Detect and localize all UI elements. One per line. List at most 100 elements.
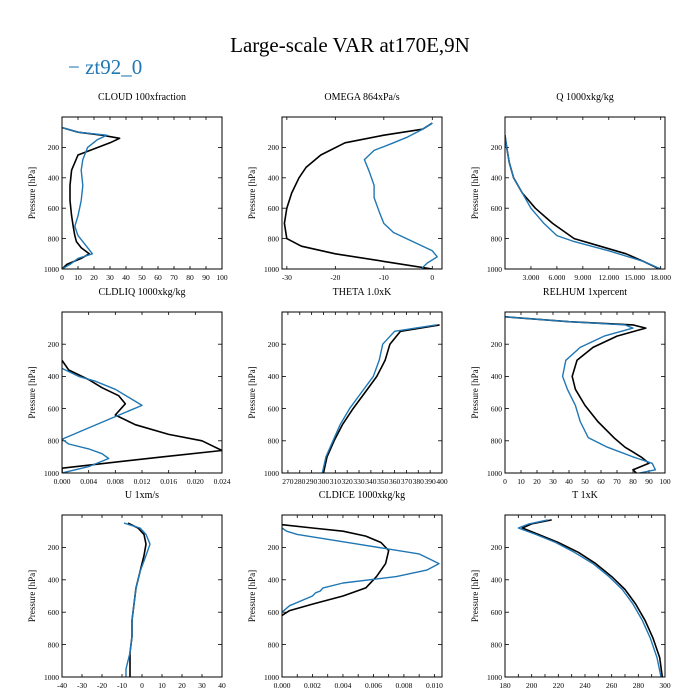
y-tick-label: 200 [48,143,60,152]
y-tick-label: 200 [268,543,280,552]
x-tick-label: 10 [74,273,82,282]
y-tick-label: 200 [268,143,280,152]
x-tick-label: 20 [533,477,541,486]
panel-title: CLOUD 100xfraction [98,92,186,103]
panel-frame [61,311,223,474]
y-tick-label: 400 [268,576,280,585]
x-tick-label: 9.000 [574,273,591,282]
x-tick-label: 200 [526,681,538,690]
x-tick-label: 30 [106,273,114,282]
x-tick-label: 50 [581,477,589,486]
y-axis-label: Pressure [hPa] [470,167,480,219]
x-tick-label: 50 [138,273,146,282]
panel-1: OMEGA 864xPa/s -30 -20 -10 0 200 400 600 800 1000… [247,92,443,282]
panel-4: THETA 1.0xK 270 280 290 300 310 320 330 340 350 36… [247,287,448,486]
series-group [517,519,664,677]
x-tick-label: 260 [606,681,618,690]
x-tick-label: 280 [633,681,645,690]
y-tick-label: 600 [268,404,280,413]
panel-frame [504,116,666,270]
x-tick-label: 60 [597,477,605,486]
x-tick-label: 320 [342,477,354,486]
series-line-zt92_0 [505,316,657,473]
panel-2: Q 1000xkg/kg 3.000 6.000 9.000 12.000 15.000 1… [470,92,671,282]
y-tick-label: 1000 [264,265,279,274]
y-tick-label: 1000 [264,469,279,478]
x-tick-label: -30 [77,681,87,690]
series-group [321,324,440,473]
series-line-zt92_0 [363,122,438,269]
y-tick-label: 800 [491,234,503,243]
x-tick-label: -10 [117,681,127,690]
x-tick-label: 0.008 [107,477,124,486]
x-tick-label: 40 [122,273,130,282]
x-tick-label: 300 [659,681,671,690]
y-tick-label: 800 [491,640,503,649]
y-tick-label: 200 [491,543,503,552]
x-tick-label: 6.000 [548,273,565,282]
panel-7: CLDICE 1000xkg/kg 0.000 0.002 0.004 0.006 0.0… [247,490,443,690]
series-line-zt92_0 [321,324,437,473]
y-axis-label: Pressure [hPa] [27,570,37,622]
x-tick-label: 300 [318,477,330,486]
x-tick-label: 360 [389,477,401,486]
x-tick-label: 70 [170,273,178,282]
y-axis-label: Pressure [hPa] [247,167,257,219]
x-tick-label: 280 [294,477,306,486]
panel-title: CLDLIQ 1000xkg/kg [99,287,186,298]
legend: − zt92_0 [68,55,142,80]
panel-title: OMEGA 864xPa/s [324,92,399,103]
y-tick-label: 400 [491,174,503,183]
series-line-reference [283,122,433,269]
series-group [505,135,661,269]
x-tick-label: 0.010 [426,681,443,690]
panel-frame [504,514,666,678]
legend-line-marker: − [68,55,80,79]
x-tick-label: 290 [306,477,318,486]
x-tick-label: 100 [216,273,228,282]
series-line-zt92_0 [62,367,143,473]
x-tick-label: 0.000 [274,681,291,690]
x-tick-label: 90 [202,273,210,282]
x-tick-label: 3.000 [523,273,540,282]
x-tick-label: 10 [158,681,166,690]
panel-3: CLDLIQ 1000xkg/kg 0.000 0.004 0.008 0.012 0.0… [27,287,231,486]
panel-frame [281,514,443,678]
y-tick-label: 200 [491,143,503,152]
x-tick-label: 350 [377,477,389,486]
x-tick-label: 380 [413,477,425,486]
x-tick-label: 0.004 [335,681,352,690]
y-tick-label: 1000 [44,265,59,274]
panel-0: CLOUD 100xfraction 0 10 20 30 40 50 60 70 80 90 100… [27,92,228,282]
x-tick-label: 40 [218,681,226,690]
x-tick-label: 40 [565,477,573,486]
series-line-zt92_0 [62,126,108,269]
panel-frame [504,311,666,474]
x-tick-label: 220 [553,681,565,690]
series-line-reference [521,519,664,677]
x-tick-label: 340 [365,477,377,486]
series-group [505,316,657,473]
y-axis-label: Pressure [hPa] [27,167,37,219]
x-tick-label: 370 [401,477,413,486]
panel-title: THETA 1.0xK [333,287,392,298]
x-tick-label: -20 [97,681,107,690]
x-tick-label: 10 [517,477,525,486]
y-tick-label: 400 [491,372,503,381]
y-tick-label: 400 [48,372,60,381]
panel-frame [281,311,443,474]
legend-label: zt92_0 [85,55,143,79]
panel-5: RELHUM 1xpercent 0 10 20 30 40 50 60 70 80 90 100 20… [470,287,671,486]
y-tick-label: 600 [48,204,60,213]
series-line-zt92_0 [517,519,662,677]
x-tick-label: 0.020 [187,477,204,486]
y-axis-label: Pressure [hPa] [27,366,37,418]
y-tick-label: 200 [48,340,60,349]
series-group [282,523,440,617]
x-tick-label: 310 [330,477,342,486]
y-tick-label: 800 [268,234,280,243]
x-tick-label: -10 [379,273,389,282]
series-group [62,359,222,473]
y-tick-label: 600 [491,404,503,413]
series-line-reference [322,324,440,473]
